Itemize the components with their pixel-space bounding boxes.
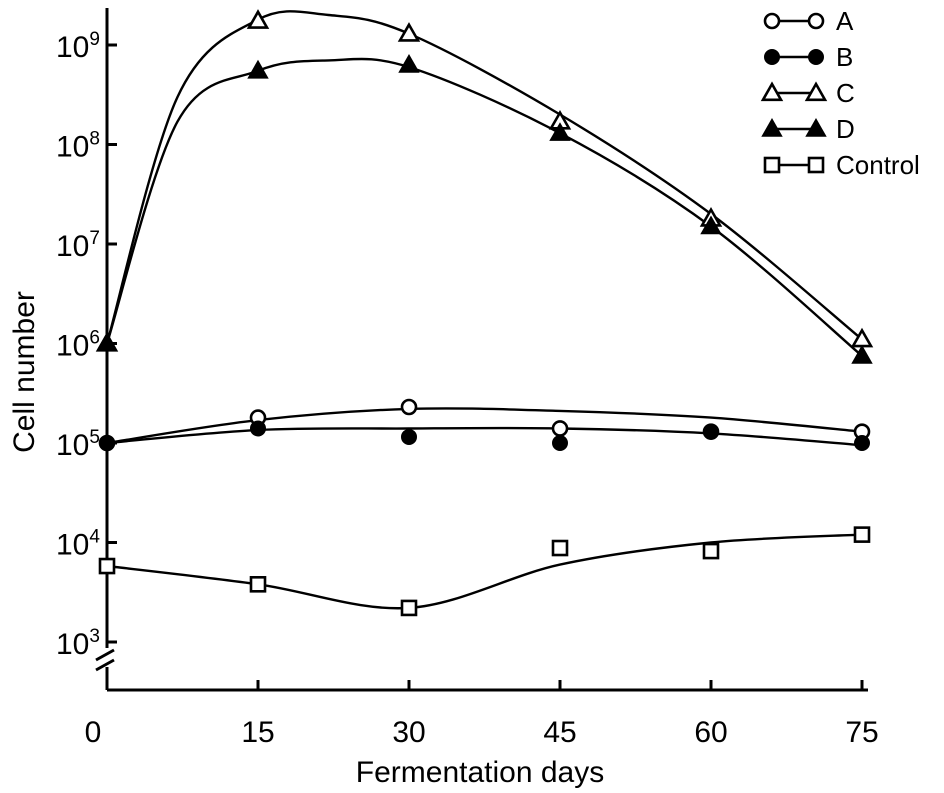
- point-b: [250, 420, 266, 437]
- point-d: [247, 59, 269, 79]
- y-tick-label-exponent: 4: [89, 527, 100, 548]
- y-tick-label-base: 10: [56, 230, 89, 263]
- point-control: [400, 599, 418, 617]
- y-axis-label: Cell number: [8, 291, 41, 453]
- y-tick-label-base: 10: [56, 429, 89, 462]
- legend-label-a: A: [836, 6, 854, 36]
- y-tick-label: 104: [56, 527, 100, 562]
- y-tick-label: 109: [56, 29, 100, 64]
- point-d: [549, 122, 571, 141]
- x-tick-label: 30: [392, 716, 425, 749]
- y-tick-label-exponent: 5: [89, 427, 100, 448]
- x-axis-label: Fermentation days: [356, 756, 604, 789]
- y-tick-label-exponent: 7: [89, 228, 100, 249]
- legend-label-control: Control: [836, 150, 920, 180]
- legend-label-c: C: [836, 78, 855, 108]
- legend-marker-c: [804, 81, 828, 102]
- legend-marker-control: [807, 156, 825, 174]
- y-tick-label-exponent: 3: [89, 626, 100, 647]
- y-tick-label-base: 10: [56, 529, 89, 562]
- y-tick-label-exponent: 8: [89, 129, 100, 150]
- point-b: [401, 428, 417, 445]
- x-tick-label: 0: [85, 716, 102, 749]
- y-tick-label-base: 10: [56, 31, 89, 64]
- x-tick-label: 45: [543, 716, 576, 749]
- y-tick-label-exponent: 9: [89, 29, 100, 50]
- point-d: [700, 215, 722, 235]
- y-tick-label-base: 10: [56, 628, 89, 661]
- point-b: [99, 435, 115, 451]
- legend-marker-d: [761, 117, 783, 137]
- y-tick-label-exponent: 6: [89, 328, 100, 349]
- series-line-c: [105, 10, 863, 344]
- point-c: [246, 9, 270, 29]
- legend-marker-b: [764, 49, 780, 65]
- legend-label-d: D: [836, 114, 855, 144]
- x-tick-label: 15: [241, 716, 274, 749]
- point-b: [703, 423, 719, 440]
- y-tick-label: 106: [56, 328, 100, 363]
- y-tick-label: 108: [56, 129, 100, 164]
- series-line-a: [106, 407, 863, 445]
- legend-marker-d: [805, 117, 827, 137]
- point-control: [551, 539, 569, 557]
- series-line-b: [106, 426, 863, 447]
- point-control: [249, 576, 267, 593]
- legend-marker-b: [808, 49, 824, 65]
- y-tick-label: 107: [56, 228, 100, 263]
- x-tick-label: 60: [694, 716, 727, 749]
- legend-marker-a: [807, 12, 825, 30]
- x-tick-label: 75: [845, 716, 878, 749]
- series-line-d: [105, 57, 863, 357]
- point-d: [96, 332, 118, 352]
- point-d: [851, 344, 873, 364]
- y-tick-label: 103: [56, 626, 100, 661]
- point-a: [400, 398, 418, 416]
- legend-marker-a: [763, 12, 781, 30]
- point-control: [853, 526, 871, 543]
- point-control: [702, 542, 720, 560]
- legend-marker-c: [760, 81, 784, 102]
- curves: [105, 10, 863, 610]
- legend-label-b: B: [836, 42, 853, 72]
- point-control: [98, 557, 116, 575]
- point-c: [397, 22, 421, 42]
- markers: [95, 9, 874, 617]
- y-tick-label: 105: [56, 427, 100, 462]
- legend-marker-control: [763, 156, 781, 174]
- y-axis-break: [95, 648, 115, 672]
- point-b: [854, 435, 870, 451]
- series-line-control: [106, 533, 863, 610]
- point-b: [552, 435, 568, 451]
- y-tick-label-base: 10: [56, 330, 89, 363]
- point-a: [551, 420, 569, 437]
- y-tick-label-base: 10: [56, 131, 89, 164]
- point-d: [398, 53, 420, 73]
